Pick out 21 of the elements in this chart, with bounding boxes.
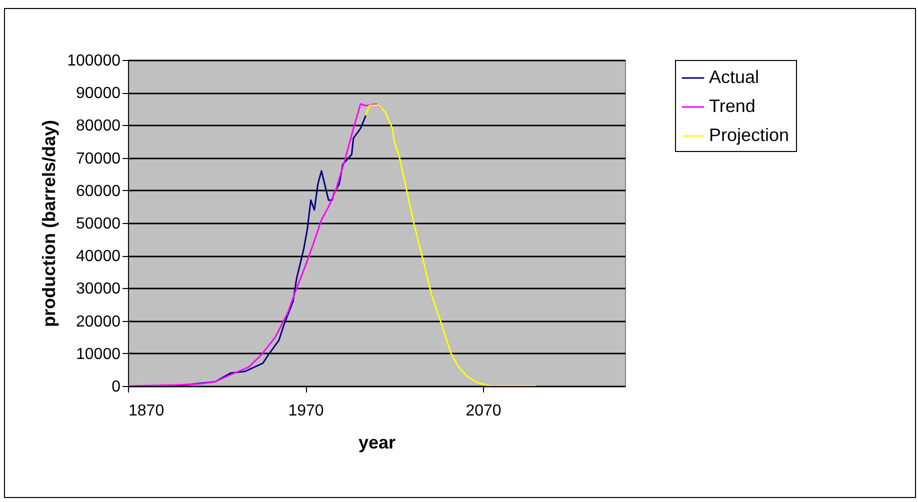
y-tick-label: 0: [112, 378, 121, 396]
y-tick-label: 30000: [76, 280, 121, 298]
x-tick-label: 2070: [466, 402, 502, 420]
x-axis-title: year: [358, 432, 396, 452]
line-series: [128, 103, 383, 386]
y-tick-label: 100000: [67, 52, 121, 70]
legend-label: Trend: [709, 96, 756, 116]
legend-label: Actual: [709, 67, 760, 87]
y-tick-label: 50000: [76, 216, 121, 232]
x-tick-label: 1870: [128, 402, 164, 420]
y-tick-label: 10000: [76, 346, 121, 363]
x-tick-label: 1970: [288, 402, 324, 420]
y-tick-label: 90000: [76, 85, 121, 102]
line-series: [365, 104, 537, 386]
y-tick-label: 20000: [76, 313, 121, 330]
y-tick-label: 80000: [76, 118, 121, 135]
y-tick-label: 40000: [76, 248, 121, 266]
y-tick-label: 70000: [76, 150, 121, 168]
y-tick-label: 60000: [76, 182, 121, 200]
y-axis-title: production (barrels/day): [39, 120, 60, 328]
legend-label: Projection: [709, 125, 790, 145]
